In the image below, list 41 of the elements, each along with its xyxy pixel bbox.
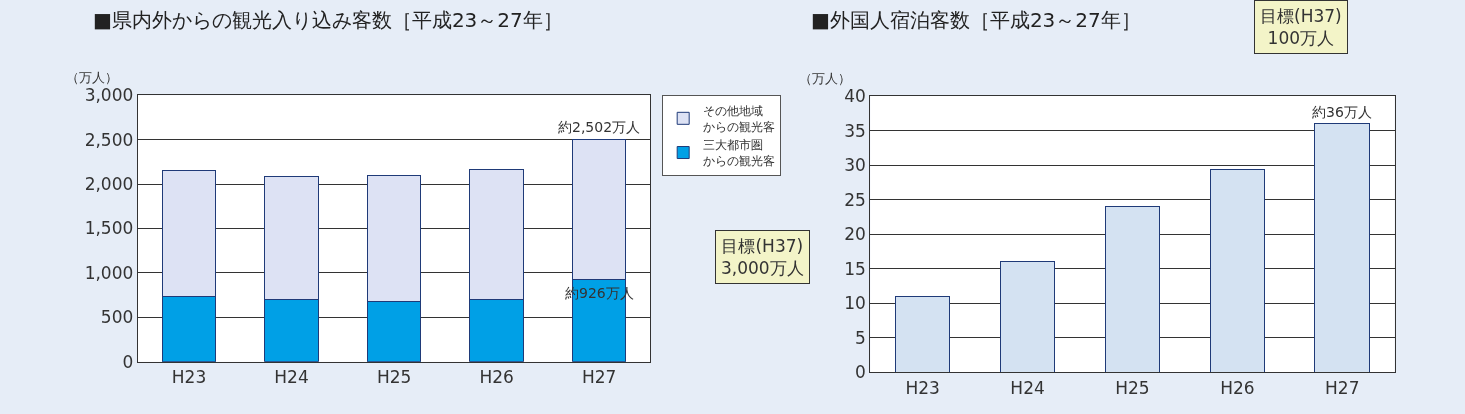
y-tick-label: 2,500 — [84, 129, 134, 150]
x-tick-label: H27 — [1325, 377, 1360, 398]
x-tick-label: H27 — [581, 367, 617, 388]
y-axis-title: （万人） — [799, 71, 851, 86]
text: 目標(H37) 3,000万人 — [721, 236, 804, 279]
x-tick-label: H23 — [905, 377, 940, 398]
annotation: 約36万人 — [1312, 104, 1372, 120]
bar — [894, 295, 951, 373]
x-tick-label: H25 — [1115, 377, 1150, 398]
x-tick-label: H24 — [1010, 377, 1045, 398]
x-tick-label: H23 — [171, 367, 207, 388]
y-tick-label: 0 — [854, 362, 866, 383]
bar — [999, 261, 1056, 373]
x-tick-label: H24 — [274, 367, 309, 388]
chart-title: ■県内外からの観光入り込み客数［平成23～27年］ — [93, 8, 563, 32]
y-tick-label: 5 — [854, 327, 866, 348]
bar — [1314, 123, 1371, 373]
y-tick-label: 2,000 — [84, 174, 134, 195]
x-tick-label: H26 — [1220, 377, 1255, 398]
bar — [1104, 206, 1161, 373]
y-tick-label: 0 — [122, 351, 134, 372]
y-tick-label: 1,500 — [84, 218, 134, 239]
y-tick-label: 30 — [844, 155, 866, 176]
y-tick-label: 35 — [844, 120, 866, 141]
y-tick-label: 15 — [844, 258, 866, 279]
legend-label: 三大都市圏からの観光客 — [703, 138, 776, 168]
y-tick-label: 40 — [844, 86, 866, 106]
y-axis-title: （万人） — [66, 70, 118, 85]
x-tick-label: H25 — [376, 367, 412, 388]
text: 目標(H37) 100万人 — [1260, 6, 1342, 49]
y-tick-label: 25 — [844, 189, 866, 210]
y-tick-label: 20 — [844, 224, 866, 245]
y-tick-label: 10 — [844, 293, 866, 314]
x-tick-label: H26 — [479, 367, 514, 388]
legend-label: その他地域からの観光客 — [703, 104, 776, 134]
y-tick-label: 1,000 — [84, 262, 134, 283]
annotation: 約2,502万人 — [558, 119, 641, 135]
y-tick-label: 3,000 — [84, 85, 134, 106]
chart-title: ■外国人宿泊客数［平成23～27年］ — [811, 8, 1141, 32]
y-tick-label: 500 — [100, 307, 134, 328]
bar — [1209, 168, 1266, 373]
